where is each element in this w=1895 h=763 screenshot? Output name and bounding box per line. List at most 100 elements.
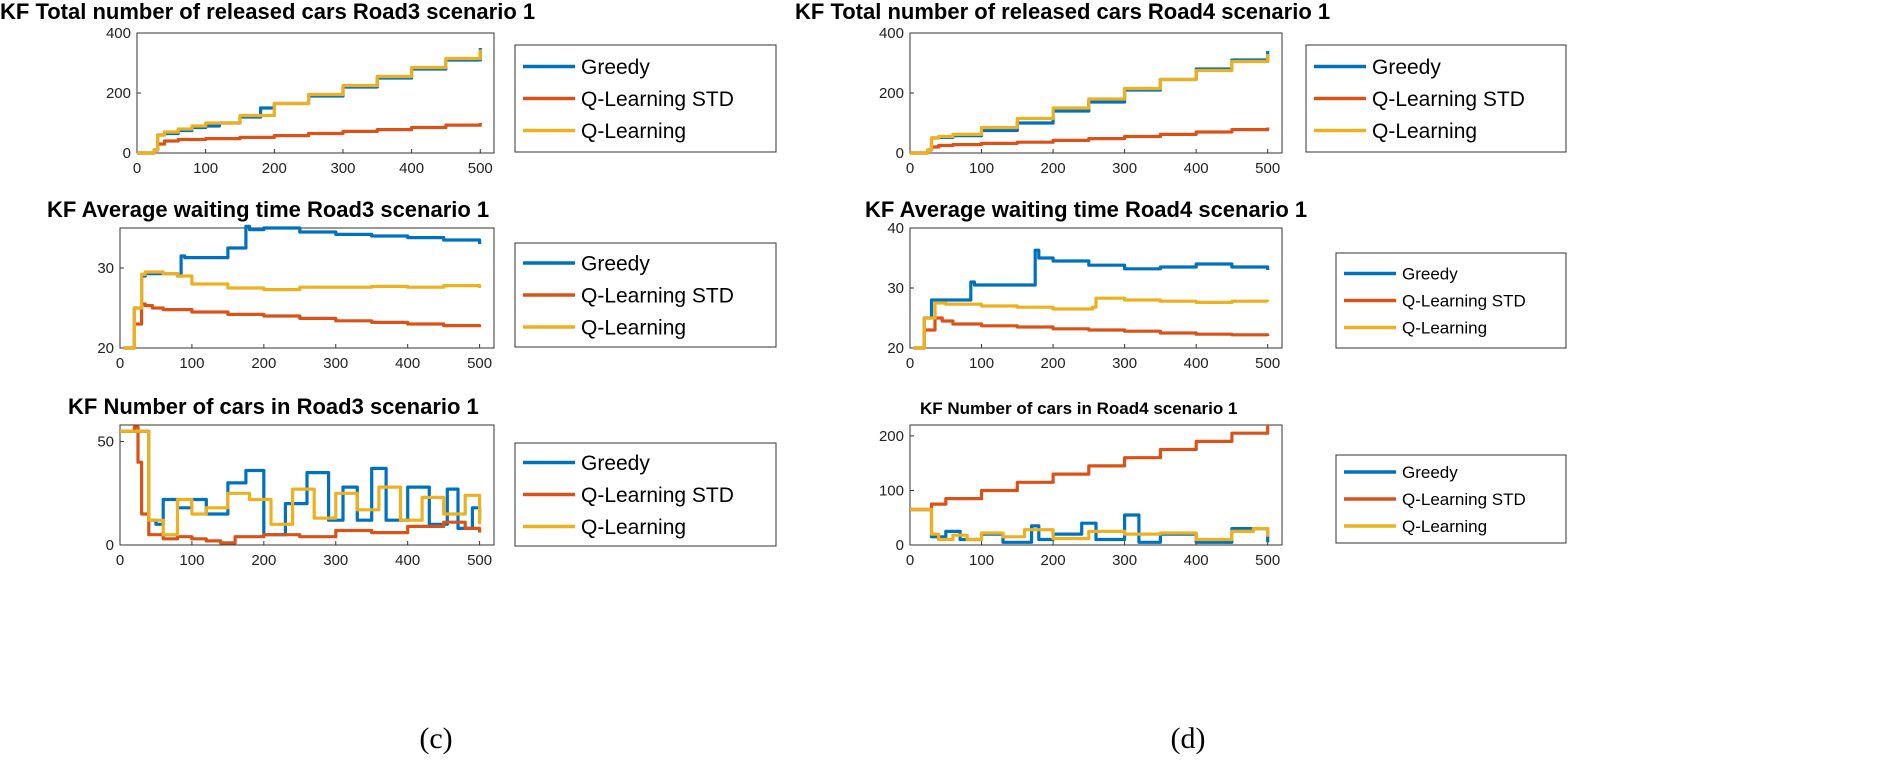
legend: Greedy Q-Learning STD Q-Learning: [1335, 454, 1567, 544]
x-tick-label: 500: [1255, 355, 1280, 372]
legend-label: Q-Learning: [1372, 120, 1477, 143]
x-tick-label: 400: [395, 552, 420, 569]
panel-label-d: (d): [1171, 722, 1206, 755]
x-tick-label: 0: [906, 552, 914, 569]
series-line-q-learning: [120, 429, 482, 537]
x-tick-label: 500: [1255, 160, 1280, 177]
y-tick-label: 200: [879, 85, 904, 102]
legend: Greedy Q-Learning STD Q-Learning: [514, 44, 777, 153]
y-tick-label: 400: [879, 25, 904, 42]
x-tick-label: 500: [467, 355, 492, 372]
y-tick-label: 30: [887, 280, 904, 297]
series-line-q-learning: [910, 54, 1270, 155]
legend-label: Q-Learning: [581, 516, 686, 539]
chart-title: KF Total number of released cars Road4 s…: [795, 0, 1330, 24]
legend-label: Q-Learning STD: [1402, 292, 1526, 311]
x-tick-label: 400: [1184, 160, 1209, 177]
legend-label: Greedy: [581, 253, 650, 276]
y-tick-label: 20: [887, 340, 904, 357]
series-line-q-learning: [913, 296, 1270, 350]
legend-label: Q-Learning: [1402, 319, 1487, 338]
y-tick-label: 40: [887, 220, 904, 237]
y-tick-label: 400: [106, 25, 131, 42]
series-line-q-learning-std: [120, 425, 482, 545]
y-tick-label: 30: [97, 260, 114, 277]
series-line-greedy: [120, 429, 482, 537]
x-tick-label: 100: [179, 355, 204, 372]
chart-title: KF Number of cars in Road3 scenario 1: [68, 394, 479, 419]
legend: Greedy Q-Learning STD Q-Learning: [514, 242, 777, 348]
y-tick-label: 20: [97, 340, 114, 357]
y-tick-label: 0: [106, 537, 114, 554]
series-line-q-learning: [123, 270, 482, 350]
x-tick-label: 300: [1112, 355, 1137, 372]
legend-label: Q-Learning STD: [1372, 88, 1525, 111]
series-line-q-learning: [137, 49, 482, 155]
legend-label: Q-Learning: [1402, 517, 1487, 536]
x-tick-label: 300: [323, 355, 348, 372]
x-tick-label: 200: [251, 355, 276, 372]
legend-label: Q-Learning STD: [581, 484, 734, 507]
chart-title: KF Number of cars in Road4 scenario 1: [920, 399, 1237, 418]
series-line-q-learning-std: [910, 425, 1270, 512]
x-tick-label: 400: [399, 160, 424, 177]
x-tick-label: 0: [906, 355, 914, 372]
y-tick-label: 0: [123, 145, 131, 162]
x-tick-label: 300: [1112, 552, 1137, 569]
legend-label: Q-Learning: [581, 317, 686, 340]
x-tick-label: 200: [1041, 552, 1066, 569]
x-tick-label: 500: [1255, 552, 1280, 569]
legend-label: Greedy: [581, 452, 650, 475]
chart-1: KF Total number of released cars Road3 s…: [0, 0, 777, 177]
y-tick-label: 200: [879, 428, 904, 445]
x-tick-label: 100: [179, 552, 204, 569]
chart-2: KF Average waiting time Road3 scenario 1…: [47, 197, 777, 372]
legend: Greedy Q-Learning STD Q-Learning: [1305, 44, 1567, 153]
chart-4: KF Total number of released cars Road4 s…: [795, 0, 1567, 177]
x-tick-label: 0: [116, 355, 124, 372]
chart-title: KF Average waiting time Road4 scenario 1: [865, 197, 1307, 222]
x-tick-label: 100: [969, 160, 994, 177]
legend: Greedy Q-Learning STD Q-Learning: [1335, 252, 1567, 349]
x-tick-label: 200: [251, 552, 276, 569]
legend: Greedy Q-Learning STD Q-Learning: [514, 442, 777, 547]
legend-label: Greedy: [581, 56, 650, 79]
y-tick-label: 200: [106, 85, 131, 102]
x-tick-label: 300: [1112, 160, 1137, 177]
legend-label: Greedy: [1372, 56, 1441, 79]
x-tick-label: 200: [262, 160, 287, 177]
legend-label: Q-Learning STD: [1402, 490, 1526, 509]
chart-5: KF Average waiting time Road4 scenario 1…: [865, 197, 1567, 372]
y-tick-label: 100: [879, 482, 904, 499]
x-tick-label: 400: [1184, 355, 1209, 372]
series-line-q-learning: [910, 507, 1270, 542]
x-tick-label: 100: [969, 552, 994, 569]
series-line-q-learning-std: [913, 316, 1270, 350]
x-tick-label: 400: [1184, 552, 1209, 569]
series-line-q-learning-std: [123, 302, 482, 350]
legend-label: Q-Learning: [581, 120, 686, 143]
x-tick-label: 200: [1041, 160, 1066, 177]
chart-3: KF Number of cars in Road3 scenario 1 0 10…: [68, 394, 777, 569]
legend-label: Q-Learning STD: [581, 88, 734, 111]
y-tick-label: 0: [896, 537, 904, 554]
chart-6: KF Number of cars in Road4 scenario 1 0 10…: [879, 399, 1567, 569]
x-tick-label: 400: [395, 355, 420, 372]
x-tick-label: 500: [467, 552, 492, 569]
x-tick-label: 300: [323, 552, 348, 569]
series-line-greedy: [913, 248, 1270, 350]
x-tick-label: 100: [969, 355, 994, 372]
x-tick-label: 300: [330, 160, 355, 177]
legend-label: Greedy: [1402, 265, 1458, 284]
x-tick-label: 0: [906, 160, 914, 177]
x-tick-label: 100: [193, 160, 218, 177]
chart-title: KF Total number of released cars Road3 s…: [0, 0, 535, 24]
y-tick-label: 50: [97, 434, 114, 451]
y-tick-label: 0: [896, 145, 904, 162]
x-tick-label: 0: [116, 552, 124, 569]
chart-title: KF Average waiting time Road3 scenario 1: [47, 197, 489, 222]
legend-label: Greedy: [1402, 463, 1458, 482]
legend-label: Q-Learning STD: [581, 285, 734, 308]
x-tick-label: 500: [468, 160, 493, 177]
